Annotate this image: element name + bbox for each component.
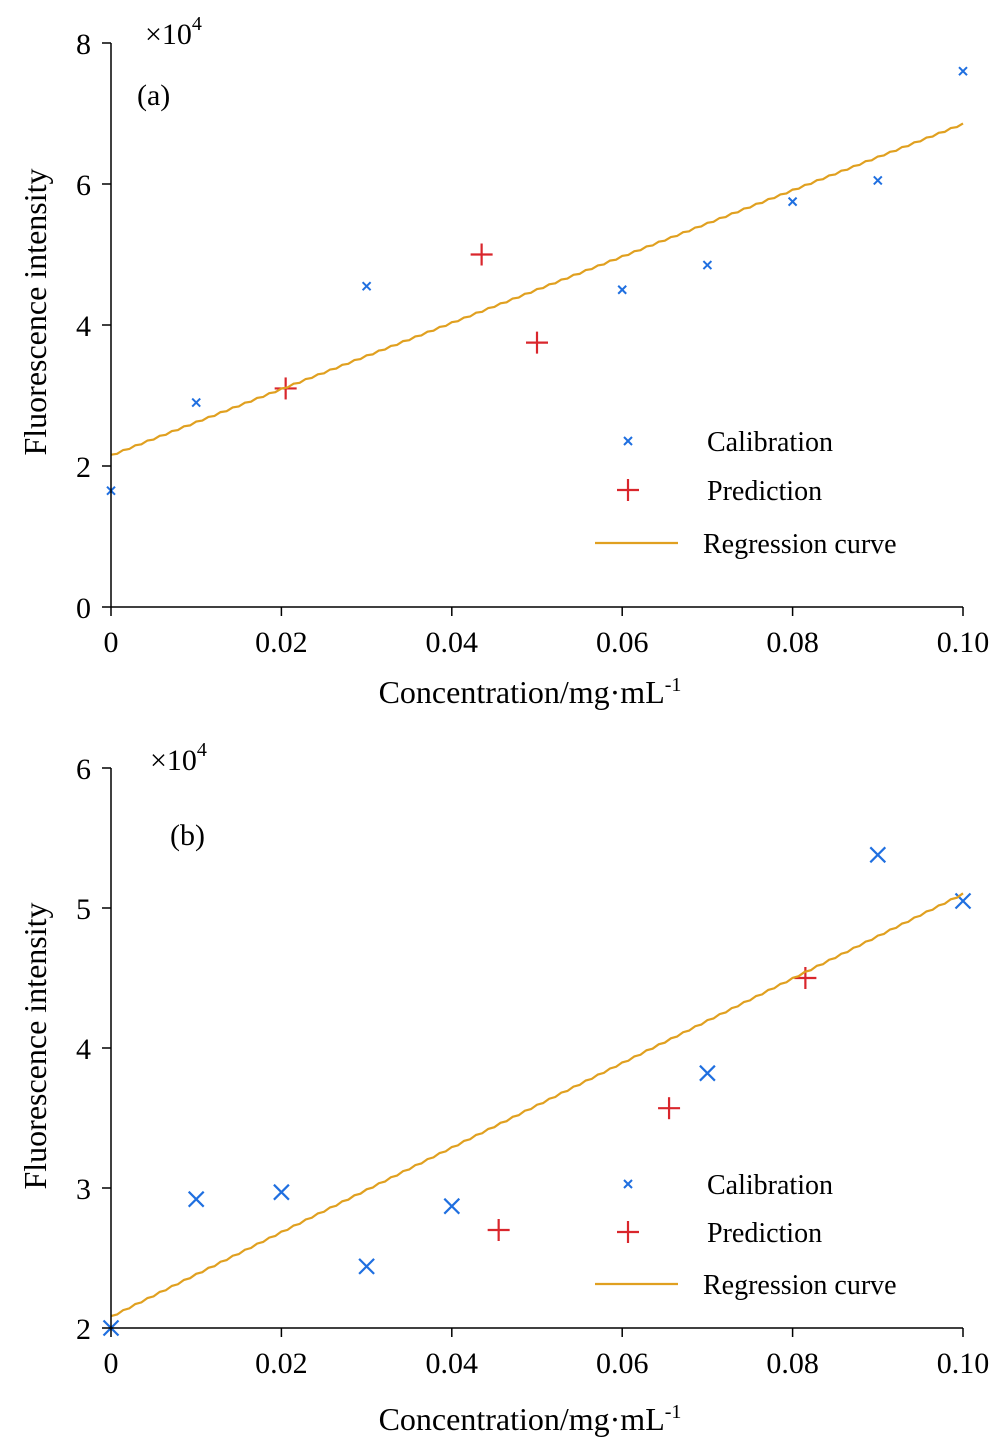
y-tick-label: 6 bbox=[76, 753, 91, 786]
legend-x-glyph bbox=[623, 436, 633, 446]
legend-regression-label: Regression curve bbox=[703, 529, 897, 560]
panel-b: 0 0.02 0.04 0.06 0.08 0.10 2 3 4 5 6 (b) ×104 Fluo… bbox=[17, 739, 989, 1437]
regression-line bbox=[110, 122, 964, 456]
panel-label: (b) bbox=[170, 819, 205, 852]
y-tick-label: 2 bbox=[76, 451, 91, 484]
calibration-point bbox=[869, 846, 887, 864]
legend-x-glyph bbox=[623, 1179, 633, 1189]
x-tick-label: 0.08 bbox=[766, 626, 819, 659]
x-tick-label: 0 bbox=[104, 626, 119, 659]
calibration-point bbox=[273, 1183, 290, 1201]
legend-calibration-marker bbox=[623, 436, 633, 446]
y-tick-label: 0 bbox=[76, 592, 91, 625]
y-tick-label: 4 bbox=[76, 310, 91, 343]
legend-a: Calibration Prediction Regression curve bbox=[595, 427, 897, 560]
x-tick-label: 0.02 bbox=[255, 1347, 308, 1380]
calibration-point bbox=[443, 1197, 461, 1215]
x-axis-title: Concentration/mg·mL-1 bbox=[379, 674, 682, 710]
calibration-point bbox=[702, 260, 713, 270]
prediction-point bbox=[487, 1219, 510, 1241]
legend-calibration-label: Calibration bbox=[707, 427, 833, 458]
x-axis-title: Concentration/mg·mL-1 bbox=[379, 1401, 682, 1437]
y-axis-title: Fluorescence intensity bbox=[17, 902, 53, 1189]
y-tick-label: 8 bbox=[76, 28, 91, 61]
calibration-point bbox=[358, 1258, 375, 1275]
x-tick-label: 0.06 bbox=[596, 626, 649, 659]
legend-prediction-label: Prediction bbox=[707, 1218, 822, 1249]
legend-b: Calibration Prediction Regression curve bbox=[595, 1170, 897, 1301]
legend-prediction-marker bbox=[617, 1221, 639, 1243]
x-tick-label: 0.02 bbox=[255, 626, 308, 659]
x-tick-label: 0.04 bbox=[426, 1347, 479, 1380]
axes-b: 0 0.02 0.04 0.06 0.08 0.10 2 3 4 5 6 bbox=[76, 753, 989, 1380]
calibration-point bbox=[873, 175, 883, 186]
legend-prediction-label: Prediction bbox=[707, 476, 822, 507]
y-tick-label: 3 bbox=[76, 1173, 91, 1206]
legend-prediction-marker bbox=[617, 479, 639, 501]
calibration-point bbox=[699, 1064, 716, 1082]
plot-marks-a bbox=[106, 66, 968, 496]
calibration-point bbox=[787, 196, 798, 207]
x-tick-label: 0.06 bbox=[596, 1347, 649, 1380]
panel-label: (a) bbox=[137, 79, 170, 112]
x-tick-label: 0.10 bbox=[937, 1347, 990, 1380]
calibration-point bbox=[617, 285, 627, 295]
legend-calibration-marker bbox=[623, 1179, 633, 1189]
plot-marks-b bbox=[102, 846, 972, 1337]
calibration-point bbox=[361, 281, 372, 291]
legend-regression-label: Regression curve bbox=[703, 1270, 897, 1301]
x-tick-label: 0.08 bbox=[766, 1347, 819, 1380]
panel-a: 0 0.02 0.04 0.06 0.08 0.10 0 2 4 6 8 (a) ×104 Fluo… bbox=[17, 13, 989, 710]
legend-plus-glyph bbox=[617, 479, 639, 501]
y-axis-title: Fluorescence intensity bbox=[17, 168, 53, 455]
axes-a: 0 0.02 0.04 0.06 0.08 0.10 0 2 4 6 8 bbox=[76, 28, 989, 659]
prediction-point bbox=[658, 1097, 681, 1120]
calibration-point bbox=[187, 1190, 205, 1208]
x-tick-label: 0.10 bbox=[937, 626, 990, 659]
y-multiplier: ×104 bbox=[150, 739, 207, 777]
prediction-point bbox=[470, 243, 493, 266]
regression-line bbox=[110, 892, 964, 1318]
prediction-point bbox=[794, 967, 817, 989]
y-tick-label: 5 bbox=[76, 893, 91, 926]
prediction-point bbox=[526, 331, 548, 354]
y-tick-label: 6 bbox=[76, 169, 91, 202]
y-tick-label: 4 bbox=[76, 1033, 91, 1066]
y-multiplier: ×104 bbox=[145, 13, 202, 51]
y-tick-label: 2 bbox=[76, 1313, 91, 1346]
x-tick-label: 0 bbox=[104, 1347, 119, 1380]
calibration-point bbox=[958, 66, 968, 76]
legend-plus-glyph bbox=[617, 1221, 639, 1243]
calibration-point bbox=[191, 397, 201, 408]
x-tick-label: 0.04 bbox=[426, 626, 479, 659]
legend-calibration-label: Calibration bbox=[707, 1170, 833, 1201]
